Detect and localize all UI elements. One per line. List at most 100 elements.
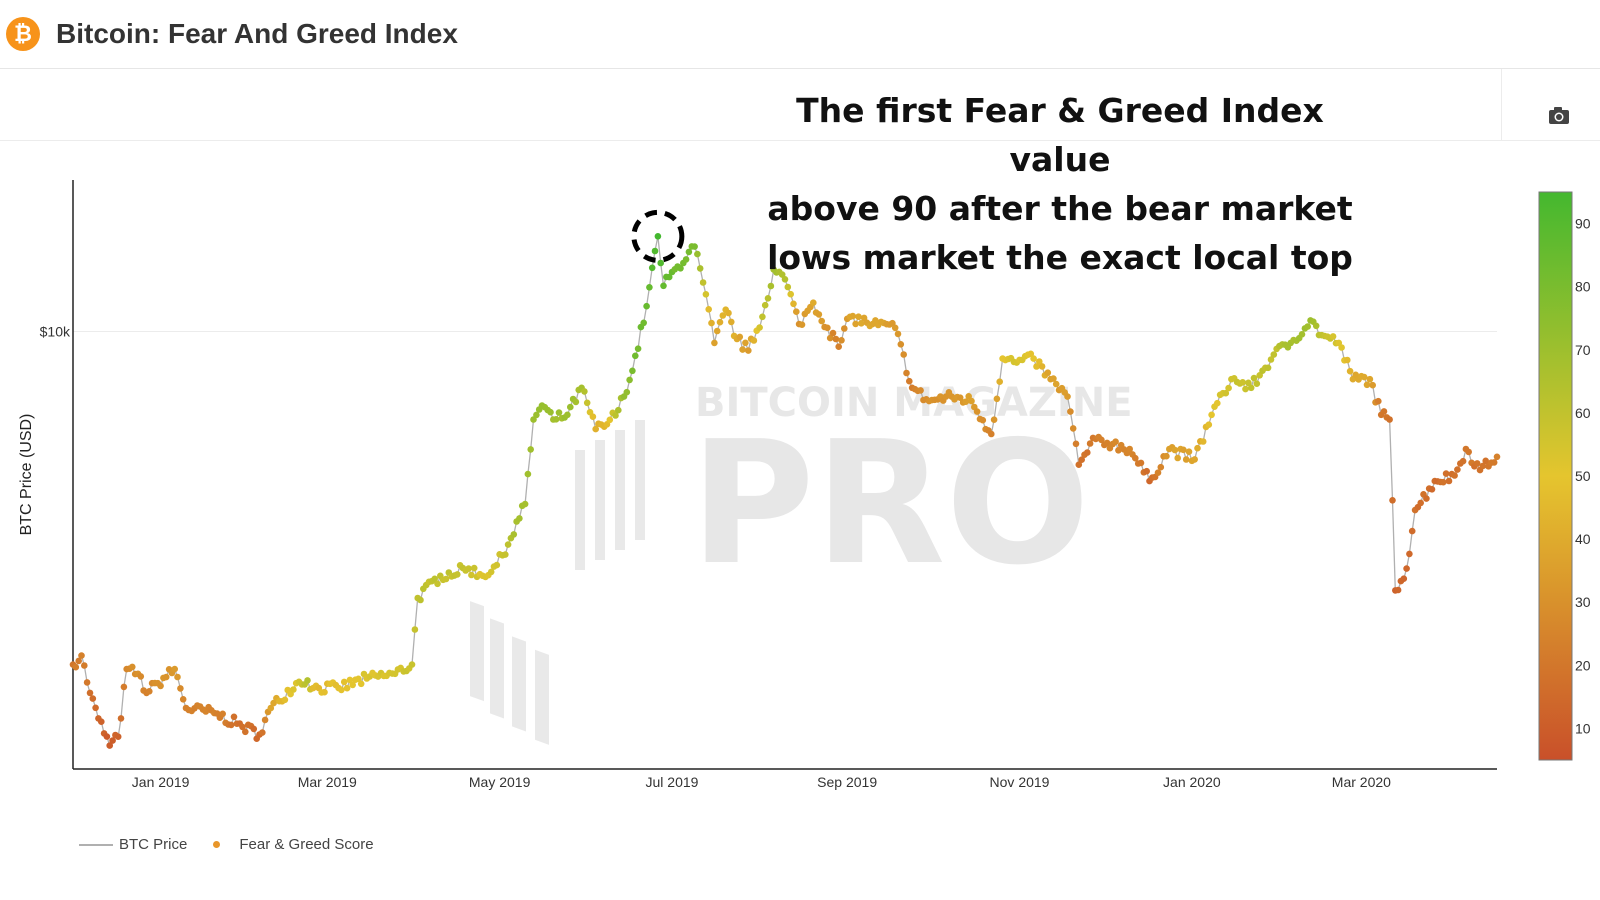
score-point [657,259,664,267]
score-point [411,626,419,633]
score-point [239,723,246,731]
score-point [179,696,187,703]
score-point [1132,454,1139,462]
score-point [1157,463,1165,471]
score-point [1143,467,1150,475]
score-point [1052,380,1060,388]
toolbar-divider [1501,69,1502,140]
score-point [552,416,560,423]
colorbar-tick-label: 40 [1575,531,1591,547]
score-point [841,325,848,332]
score-point [343,684,351,692]
score-point [1270,351,1278,358]
score-point [338,686,345,694]
score-point [564,411,571,419]
score-point [838,337,845,344]
legend-swatch-price[interactable] [79,843,113,846]
score-point [442,575,450,583]
score-point [745,347,752,354]
score-point [349,681,357,689]
score-point [716,318,724,326]
score-point [787,290,794,298]
score-point [1329,333,1337,340]
x-tick-label: May 2019 [469,774,531,790]
score-point [146,688,153,695]
score-point [826,334,834,342]
score-point [634,345,642,353]
score-point [685,248,693,256]
score-point [1154,469,1162,477]
score-point [606,416,614,424]
score-point [230,713,238,721]
score-point [1199,438,1207,445]
score-point [965,393,972,400]
y-tick-label: $10k [40,323,71,339]
score-point [1442,470,1450,477]
annotation-line: The first Fear & Greed Index value [796,91,1324,179]
score-point [1451,472,1458,479]
score-point [739,346,746,353]
score-point [1069,425,1077,432]
score-point [78,652,85,659]
svg-text:PRO: PRO [690,405,1090,603]
legend-label-price[interactable]: BTC Price [119,836,188,853]
score-point [434,580,441,588]
app-header: ₿ Bitcoin: Fear And Greed Index [0,0,1600,69]
colorbar-tick-label: 60 [1575,405,1591,421]
score-point [968,397,975,405]
x-tick-label: Mar 2020 [1332,774,1391,790]
score-point [798,321,806,329]
score-point [708,319,715,327]
score-point [1194,444,1201,452]
score-point [1185,448,1193,456]
score-point [174,673,181,681]
score-point [346,676,354,684]
score-point [860,314,868,322]
score-point [1180,446,1187,454]
score-point [858,320,865,327]
score-point [304,677,311,684]
score-point [86,689,94,697]
camera-icon[interactable] [1544,100,1574,130]
score-point [1298,331,1306,338]
score-point [1126,445,1133,453]
score-point [1163,452,1170,460]
score-point [728,318,735,326]
score-point [1465,448,1472,456]
score-point [623,388,631,396]
score-point [1428,486,1436,493]
score-point [626,376,633,384]
score-point [465,565,472,572]
legend-label-score[interactable]: Fear & Greed Score [239,836,374,853]
score-point [89,695,97,702]
score-point [1067,408,1074,415]
score-point [996,378,1003,386]
score-point [1366,375,1374,383]
score-point [533,411,540,419]
score-point [408,661,416,668]
score-point [592,425,599,433]
chart-toolbar [0,69,1600,141]
score-point [524,470,532,478]
score-point [1264,364,1272,372]
colorbar-tick-label: 20 [1575,657,1591,673]
score-point [1225,384,1232,392]
score-point [646,284,653,291]
score-point [1403,565,1410,572]
score-point [632,352,639,360]
score-point [340,678,348,686]
x-tick-label: Mar 2019 [298,774,357,790]
score-point [109,737,116,744]
score-point [114,733,122,740]
score-point [891,324,899,332]
score-point [281,696,289,704]
score-point [648,264,656,272]
x-tick-label: Sep 2019 [817,774,877,790]
legend-swatch-score[interactable] [213,841,221,848]
score-point [120,683,128,691]
score-point [713,327,721,335]
score-point [117,715,125,722]
highlight-circle [631,209,685,263]
score-point [1033,363,1040,370]
